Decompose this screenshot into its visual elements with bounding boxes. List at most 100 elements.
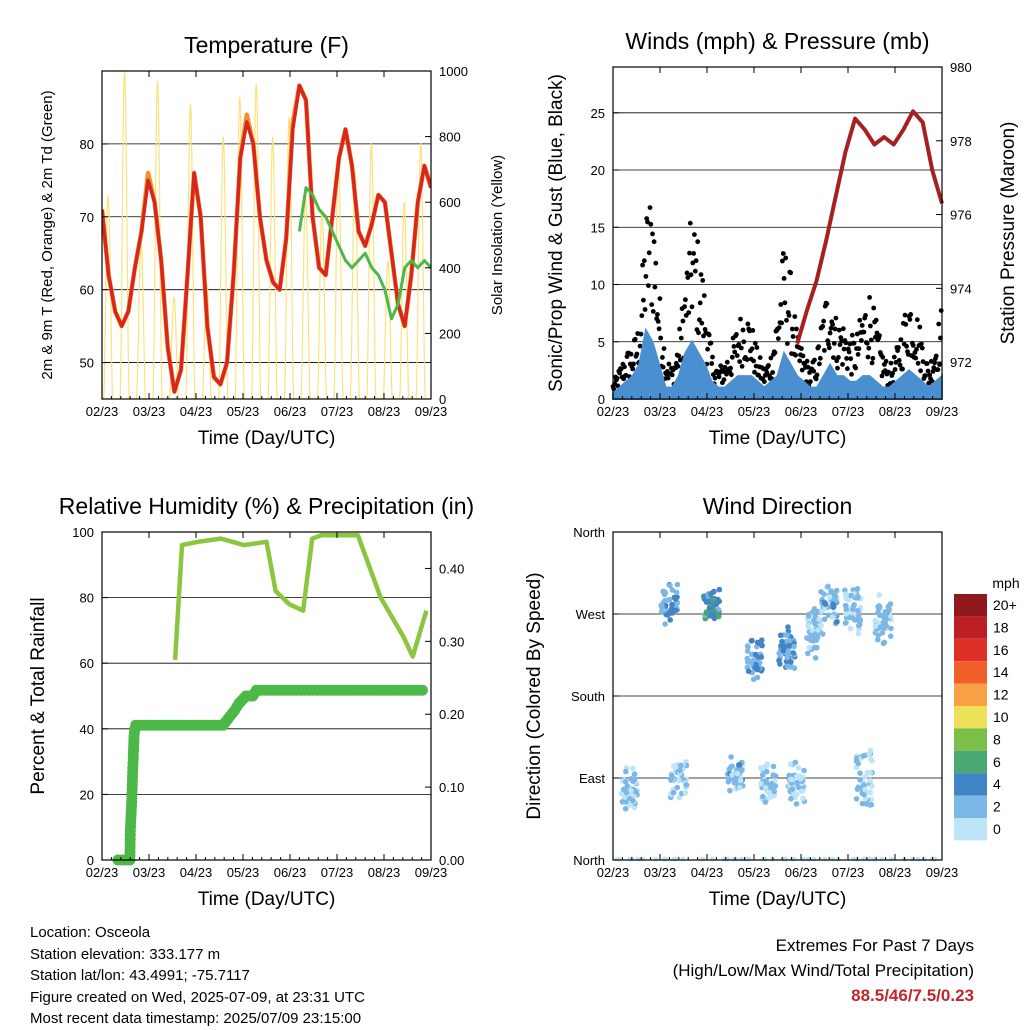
direction-point	[843, 591, 849, 598]
direction-point	[734, 770, 741, 777]
direction-point	[861, 791, 867, 798]
gust-point	[861, 329, 867, 335]
gust-point	[768, 355, 774, 361]
y-tick-label: 5	[598, 335, 605, 350]
gust-point	[776, 325, 782, 330]
x-tick-label: 04/23	[691, 404, 724, 419]
direction-point	[866, 789, 872, 796]
colorbar-label: 8	[993, 731, 1001, 747]
direction-point	[864, 769, 871, 776]
wind-speed-area	[612, 327, 943, 400]
gust-point	[923, 373, 928, 379]
direction-point	[879, 630, 886, 636]
direction-point	[716, 598, 723, 605]
gust-point	[822, 348, 827, 353]
gust-point	[919, 341, 924, 347]
direction-point	[869, 783, 875, 789]
direction-point	[855, 630, 862, 637]
gust-point	[870, 355, 876, 361]
colorbar-swatch	[954, 661, 987, 684]
x-tick-label: 05/23	[738, 404, 771, 419]
gust-point	[792, 314, 798, 319]
calm-point	[709, 856, 715, 862]
gust-point	[712, 375, 718, 381]
gust-point	[925, 368, 931, 374]
y-tick-label: North	[573, 853, 605, 868]
y-tick-label: 0	[87, 853, 94, 868]
gust-point	[903, 322, 909, 327]
direction-point	[887, 601, 894, 607]
plot-frame	[612, 66, 943, 400]
direction-point	[789, 786, 795, 792]
gust-point	[647, 205, 653, 211]
gust-point	[808, 379, 813, 384]
x-tick-label: 02/23	[86, 865, 119, 880]
direction-point	[867, 777, 874, 784]
gust-point	[649, 302, 655, 307]
calm-point	[653, 856, 659, 862]
gust-point	[722, 364, 728, 370]
gust-point	[766, 363, 771, 368]
solar-insolation-line	[102, 71, 431, 399]
direction-point	[831, 591, 838, 597]
direction-point	[759, 642, 765, 649]
calm-point	[635, 856, 641, 862]
direction-point	[862, 786, 868, 793]
colorbar-label: 20+	[993, 597, 1017, 613]
gust-point	[812, 357, 817, 363]
x-tick-label: 05/23	[227, 404, 260, 419]
direction-point	[812, 621, 818, 627]
gust-point	[655, 319, 661, 324]
gust-point	[685, 275, 691, 280]
direction-point	[791, 643, 797, 650]
gust-point	[855, 352, 861, 357]
gust-point	[740, 327, 746, 333]
y2-tick-label: 0	[439, 392, 446, 407]
y-tick-label: 40	[80, 722, 94, 737]
wind-pressure-panel: 02/23 03/23 04/23 05/23 06/23 07/23 08/23 09/23…	[546, 28, 1019, 449]
colorbar-swatch	[954, 706, 987, 729]
calm-point	[780, 856, 786, 862]
direction-point	[857, 770, 863, 776]
gust-point	[871, 305, 877, 311]
direction-point	[729, 763, 735, 770]
x-tick-label: 03/23	[133, 865, 166, 880]
direction-point	[661, 588, 667, 595]
direction-point	[826, 594, 833, 600]
gust-point	[696, 330, 701, 336]
gust-point	[628, 351, 634, 357]
direction-point	[801, 767, 807, 774]
gust-point	[653, 260, 659, 266]
gust-point	[708, 340, 714, 346]
direction-point	[855, 607, 861, 614]
x-tick-label: 02/23	[597, 404, 630, 419]
gust-point	[716, 374, 722, 380]
direction-point	[716, 613, 722, 620]
gust-point	[642, 307, 648, 312]
direction-point	[821, 616, 828, 623]
gust-point	[646, 283, 651, 288]
x-tick-label: 03/23	[133, 404, 166, 419]
gust-point	[729, 354, 735, 360]
gust-point	[630, 366, 636, 372]
x-tick-label: 06/23	[274, 404, 307, 419]
calm-point	[915, 856, 921, 862]
gust-point	[761, 379, 767, 384]
direction-point	[785, 663, 792, 669]
direction-point	[765, 789, 771, 795]
y2-tick-label: 200	[439, 326, 461, 341]
direction-point	[875, 636, 881, 643]
gust-point	[897, 362, 903, 368]
direction-point	[848, 592, 854, 599]
gust-point	[930, 369, 936, 374]
direction-point	[783, 638, 790, 645]
calm-point	[932, 856, 938, 862]
direction-point	[875, 603, 881, 610]
gust-point	[859, 323, 865, 328]
temp-9m-line	[102, 83, 431, 394]
calm-point	[871, 856, 877, 862]
gust-point	[752, 369, 757, 375]
direction-point	[618, 790, 625, 797]
gust-point	[741, 339, 747, 345]
